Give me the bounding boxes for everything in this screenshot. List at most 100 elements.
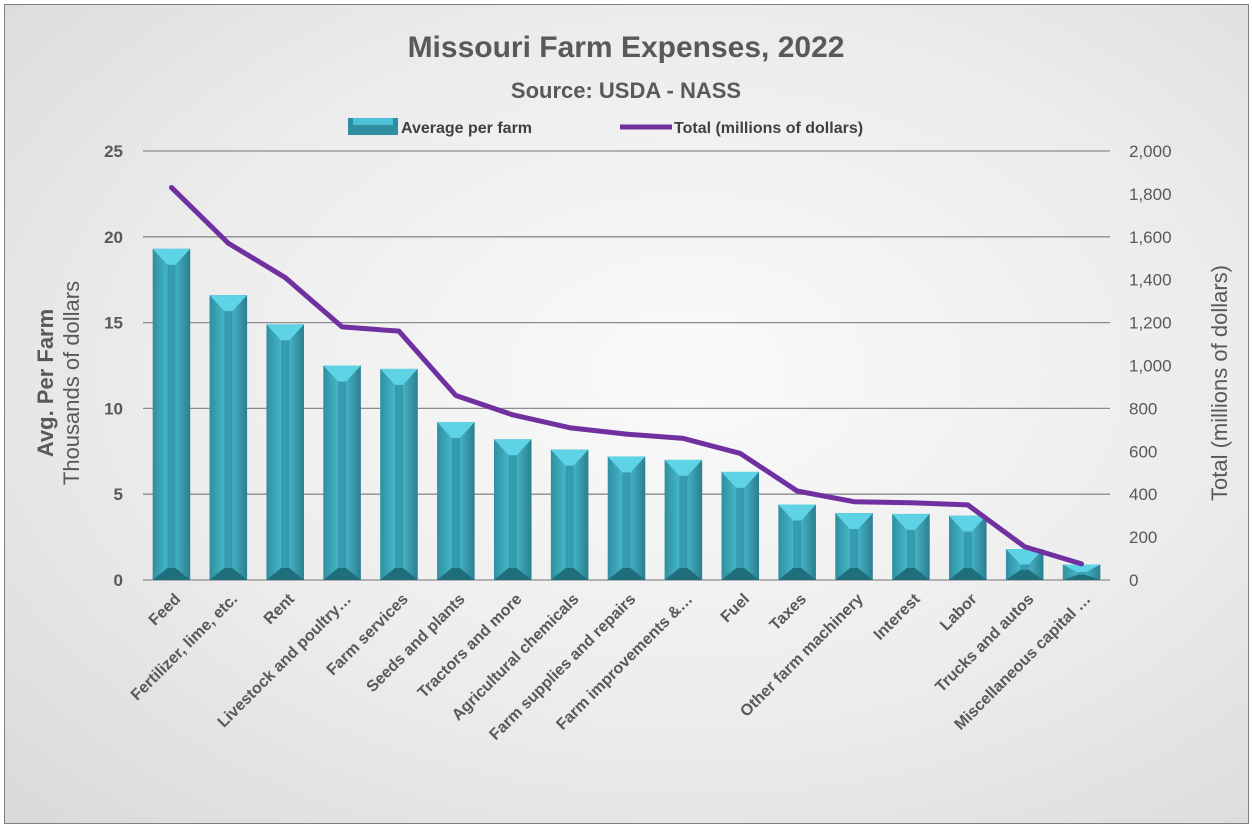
- bar-bevel-top: [152, 248, 191, 265]
- bar-bevel-bottom: [607, 568, 646, 580]
- bar-ridge: [622, 472, 631, 568]
- bar-bevel-top: [1005, 549, 1044, 565]
- bar-bevel-bottom: [835, 568, 873, 580]
- bar-ridge: [793, 520, 802, 568]
- total-line-path: [168, 184, 1085, 567]
- bar-bevel-top: [892, 513, 930, 530]
- bar: [152, 248, 191, 580]
- y2-tick-label: 1,200: [1129, 314, 1172, 333]
- bar-bevel-top: [437, 422, 475, 439]
- bar-bevel-bottom: [437, 568, 475, 580]
- legend-bar-swatch-top: [353, 118, 393, 125]
- bar-bevel-top: [607, 456, 646, 473]
- category-label: Fertilizer, lime, etc.: [128, 591, 241, 704]
- bar-bevel-bottom: [1005, 569, 1044, 580]
- bar: [380, 368, 418, 580]
- bar: [1062, 564, 1101, 580]
- bar: [835, 513, 873, 580]
- y-tick-label: 0: [114, 571, 123, 590]
- bar-ridge: [281, 340, 290, 568]
- bar-bevel-top: [1062, 564, 1101, 573]
- chart-title: Missouri Farm Expenses, 2022: [408, 31, 845, 64]
- bar-ridge: [224, 311, 233, 568]
- y2-axis-title: Total (millions of dollars): [1207, 265, 1232, 501]
- category-label: Trucks and autos: [932, 591, 1037, 696]
- bar: [266, 324, 304, 580]
- bar: [892, 513, 930, 580]
- y-axis-ticks: 0 5 10 15 20 25: [104, 142, 123, 590]
- y-tick-label: 25: [104, 142, 123, 161]
- y2-tick-label: 800: [1129, 399, 1157, 418]
- bar: [1005, 549, 1044, 580]
- y2-tick-label: 1,800: [1129, 185, 1172, 204]
- legend-label-bars: Average per farm: [401, 120, 532, 137]
- bar-bevel-bottom: [152, 568, 191, 580]
- legend: Average per farm Total (millions of doll…: [348, 118, 863, 137]
- total-line: [168, 184, 1085, 567]
- chart: Missouri Farm Expenses, 2022 Source: USD…: [33, 31, 1232, 744]
- bar-bevel-bottom: [778, 568, 816, 580]
- category-label: Fuel: [718, 591, 753, 626]
- y-tick-label: 10: [104, 399, 123, 418]
- bar: [721, 471, 760, 580]
- y-axis-subtitle: Thousands of dollars: [59, 281, 84, 485]
- bar-bevel-bottom: [493, 568, 532, 580]
- bar-bevel-top: [380, 368, 418, 385]
- bar: [949, 515, 987, 580]
- y2-tick-label: 1,000: [1129, 357, 1172, 376]
- bar-bevel-bottom: [949, 568, 987, 580]
- bar-ridge: [167, 264, 176, 568]
- bars: [152, 248, 1101, 580]
- bar-ridge: [679, 475, 688, 568]
- bar-ridge: [451, 438, 460, 568]
- category-label: Interest: [871, 590, 924, 643]
- bar-ridge: [1020, 564, 1029, 570]
- bar-bevel-bottom: [209, 568, 248, 580]
- bar-ridge: [850, 529, 859, 568]
- category-label: Feed: [146, 591, 184, 629]
- bar-bevel-bottom: [323, 568, 361, 580]
- bar-bevel-bottom: [1062, 574, 1101, 580]
- bar: [550, 449, 589, 580]
- bar: [778, 504, 816, 580]
- bar-bevel-top: [493, 439, 532, 456]
- bar-bevel-top: [949, 515, 987, 532]
- chart-frame: Missouri Farm Expenses, 2022 Source: USD…: [4, 4, 1249, 824]
- bar-bevel-top: [266, 324, 304, 341]
- y-tick-label: 15: [104, 314, 123, 333]
- y-axis-title-bold: Avg. Per Farm: [33, 309, 58, 457]
- bar-ridge: [736, 487, 745, 568]
- bar: [209, 295, 248, 580]
- category-label: Taxes: [767, 591, 810, 634]
- bar-ridge: [338, 381, 347, 568]
- bar-ridge: [963, 531, 972, 568]
- bar: [437, 422, 475, 580]
- category-label: Labor: [937, 591, 980, 634]
- y2-tick-label: 1,600: [1129, 228, 1172, 247]
- category-label: Rent: [261, 590, 299, 628]
- y2-tick-label: 0: [1129, 571, 1138, 590]
- y2-axis-ticks: 0 200 400 600 800 1,000 1,200 1,400 1,600 1,800 2,…: [1129, 142, 1172, 590]
- category-label: Tractors and more: [415, 591, 526, 702]
- chart-subtitle: Source: USDA - NASS: [511, 78, 741, 103]
- bar-bevel-top: [550, 449, 589, 466]
- bar-bevel-bottom: [664, 568, 703, 580]
- y-tick-label: 20: [104, 228, 123, 247]
- bar-bevel-top: [664, 459, 703, 476]
- bar-bevel-top: [209, 295, 248, 312]
- y2-tick-label: 2,000: [1129, 142, 1172, 161]
- y-tick-label: 5: [114, 485, 123, 504]
- category-label: Seeds and plants: [364, 591, 469, 696]
- bar-bevel-bottom: [380, 568, 418, 580]
- bar-ridge: [508, 455, 517, 568]
- y2-tick-label: 200: [1129, 528, 1157, 547]
- y2-axis-title-text: Total (millions of dollars): [1207, 265, 1232, 501]
- bar-bevel-top: [323, 365, 361, 382]
- bar-ridge: [565, 465, 574, 568]
- bar-ridge: [906, 529, 915, 568]
- bar-ridge: [1077, 572, 1086, 575]
- y-axis-title: Avg. Per Farm: [33, 309, 58, 457]
- bar-bevel-top: [721, 471, 760, 488]
- bar-bevel-top: [778, 504, 816, 521]
